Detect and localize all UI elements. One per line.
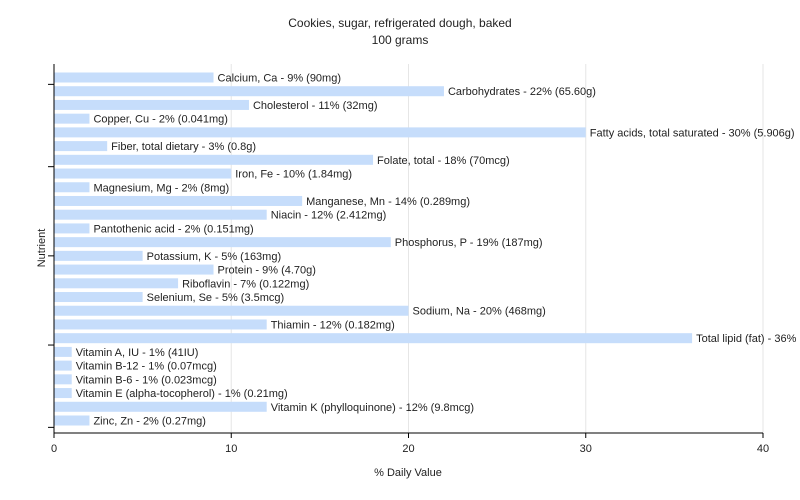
bar-label: Fatty acids, total saturated - 30% (5.90…	[590, 127, 795, 139]
bar-label: Vitamin A, IU - 1% (41IU)	[76, 347, 199, 359]
gridlines	[230, 64, 764, 433]
chart-title: Cookies, sugar, refrigerated dough, bake…	[288, 16, 511, 30]
bar	[54, 250, 143, 261]
bar	[54, 360, 72, 371]
bar	[54, 278, 179, 289]
bar-label: Calcium, Ca - 9% (90mg)	[218, 73, 341, 85]
bar-label: Fiber, total dietary - 3% (0.8g)	[111, 141, 256, 153]
bar	[54, 113, 90, 124]
x-tick-label: 30	[580, 443, 592, 455]
bar-label: Thiamin - 12% (0.182mg)	[271, 319, 395, 331]
bar	[54, 195, 303, 206]
bar	[54, 319, 267, 330]
x-tick-label: 0	[51, 443, 57, 455]
bar	[54, 292, 143, 303]
bar	[54, 388, 72, 399]
bar-label: Vitamin E (alpha-tocopherol) - 1% (0.21m…	[76, 388, 288, 400]
bar-label: Niacin - 12% (2.412mg)	[271, 210, 387, 222]
x-axis-title: % Daily Value	[374, 467, 442, 479]
bar	[54, 237, 391, 248]
bar-label: Phosphorus, P - 19% (187mg)	[395, 237, 543, 249]
bar-label: Vitamin B-12 - 1% (0.07mcg)	[76, 361, 217, 373]
bar	[54, 305, 409, 316]
bar	[54, 209, 267, 220]
y-axis-title: Nutrient	[36, 229, 48, 268]
bar-label: Sodium, Na - 20% (468mg)	[413, 306, 546, 318]
x-tick-label: 20	[402, 443, 414, 455]
bar	[54, 168, 232, 179]
bar	[54, 154, 374, 165]
bar	[54, 346, 72, 357]
bar	[54, 223, 90, 234]
bar-label: Carbohydrates - 22% (65.60g)	[448, 86, 596, 98]
bar-label: Copper, Cu - 2% (0.041mg)	[93, 114, 228, 126]
bars: Calcium, Ca - 9% (90mg) Carbohydrates - 2…	[54, 72, 800, 428]
bar-label: Iron, Fe - 10% (1.84mg)	[235, 169, 352, 181]
bar-label: Total lipid (fat) - 36% (23.10g)	[696, 333, 800, 345]
bar-label: Folate, total - 18% (70mcg)	[377, 155, 510, 167]
bar	[54, 127, 586, 138]
x-tick-label: 40	[757, 443, 769, 455]
bar	[54, 264, 214, 275]
bar-label: Manganese, Mn - 14% (0.289mg)	[306, 196, 470, 208]
bar-label: Selenium, Se - 5% (3.5mcg)	[147, 292, 285, 304]
bar	[54, 99, 249, 110]
bar-label: Cholesterol - 11% (32mg)	[253, 100, 378, 112]
bar	[54, 141, 108, 152]
bar	[54, 374, 72, 385]
bar-label: Magnesium, Mg - 2% (8mg)	[93, 182, 229, 194]
bar	[54, 182, 90, 193]
bar	[54, 333, 693, 344]
bar-label: Pantothenic acid - 2% (0.151mg)	[93, 223, 253, 235]
bar	[54, 401, 267, 412]
bar	[54, 415, 90, 426]
bar	[54, 72, 214, 83]
bar-label: Vitamin K (phylloquinone) - 12% (9.8mcg)	[271, 402, 474, 414]
bar	[54, 86, 444, 97]
bar-label: Riboflavin - 7% (0.122mg)	[182, 278, 309, 290]
x-tick-label: 10	[225, 443, 237, 455]
bar-label: Zinc, Zn - 2% (0.27mg)	[93, 416, 205, 428]
bar-label: Vitamin B-6 - 1% (0.023mcg)	[76, 374, 217, 386]
bar-label: Protein - 9% (4.70g)	[218, 265, 316, 277]
axes: 0 10 20 30 40	[48, 64, 769, 455]
bar-label: Potassium, K - 5% (163mg)	[147, 251, 282, 263]
chart-subtitle: 100 grams	[372, 33, 429, 47]
